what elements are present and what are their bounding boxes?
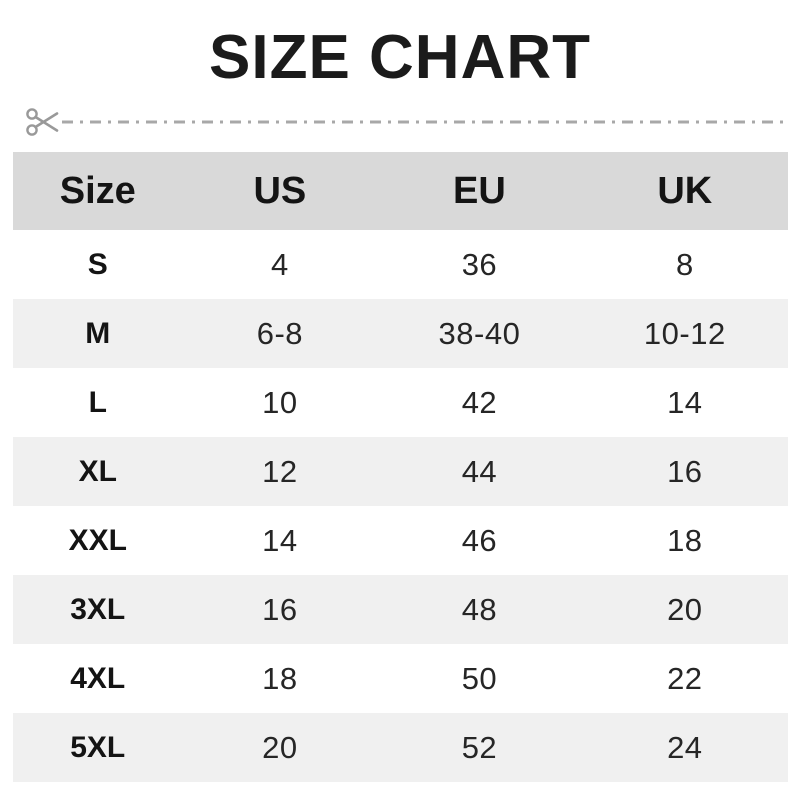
- uk-value: 16: [582, 437, 788, 507]
- page-title: SIZE CHART: [209, 23, 591, 92]
- us-value: 10: [262, 384, 298, 420]
- column-header-us: US: [183, 152, 377, 231]
- table-row: 3XL 16 48 20: [12, 575, 788, 645]
- column-header-size: Size: [12, 152, 183, 231]
- eu-value: 44: [376, 437, 583, 507]
- dashed-cut-line: [62, 107, 790, 137]
- size-label: M: [12, 299, 183, 369]
- cut-line: [26, 106, 790, 138]
- eu-value: 48: [376, 575, 583, 645]
- us-value: 6-8: [183, 299, 377, 369]
- size-label: XL: [12, 437, 183, 507]
- column-header-eu: EU: [376, 152, 583, 231]
- uk-value: 18: [667, 522, 703, 558]
- table-row: L 10 42 14: [13, 368, 788, 437]
- size-chart-table: Size US EU UK S 4 36 8 M 6-8 38-40 10-12…: [12, 152, 788, 783]
- size-chart-page: SIZE CHART Size US EU UK: [0, 23, 800, 800]
- uk-value: 14: [667, 384, 703, 420]
- table-row: XXL 14 46 18: [13, 506, 788, 575]
- table-row: S 4 36 8: [13, 230, 788, 299]
- size-label: 4XL: [70, 661, 126, 695]
- eu-value: 42: [461, 384, 498, 420]
- eu-value: 52: [376, 713, 583, 783]
- eu-value: 46: [461, 522, 498, 558]
- size-label: S: [87, 247, 108, 281]
- eu-value: 36: [461, 246, 498, 282]
- uk-value: 8: [675, 246, 694, 282]
- us-value: 18: [262, 660, 298, 696]
- table-header-row: Size US EU UK: [12, 152, 788, 231]
- uk-value: 20: [582, 575, 788, 645]
- scissors-icon: [26, 107, 62, 137]
- eu-value: 50: [461, 660, 498, 696]
- uk-value: 10-12: [582, 299, 788, 369]
- eu-value: 38-40: [376, 299, 583, 369]
- table-row: 5XL 20 52 24: [12, 713, 788, 783]
- us-value: 14: [262, 522, 298, 558]
- us-value: 20: [183, 713, 377, 783]
- uk-value: 22: [667, 660, 703, 696]
- size-label: 3XL: [12, 575, 183, 645]
- us-value: 4: [271, 246, 289, 282]
- size-label: 5XL: [12, 713, 183, 783]
- us-value: 16: [183, 575, 377, 645]
- table-row: XL 12 44 16: [12, 437, 788, 507]
- table-row: M 6-8 38-40 10-12: [12, 299, 788, 369]
- table-row: 4XL 18 50 22: [13, 644, 788, 713]
- size-label: XXL: [68, 523, 127, 557]
- us-value: 12: [183, 437, 377, 507]
- size-label: L: [88, 385, 107, 419]
- uk-value: 24: [582, 713, 788, 783]
- column-header-uk: UK: [582, 152, 788, 231]
